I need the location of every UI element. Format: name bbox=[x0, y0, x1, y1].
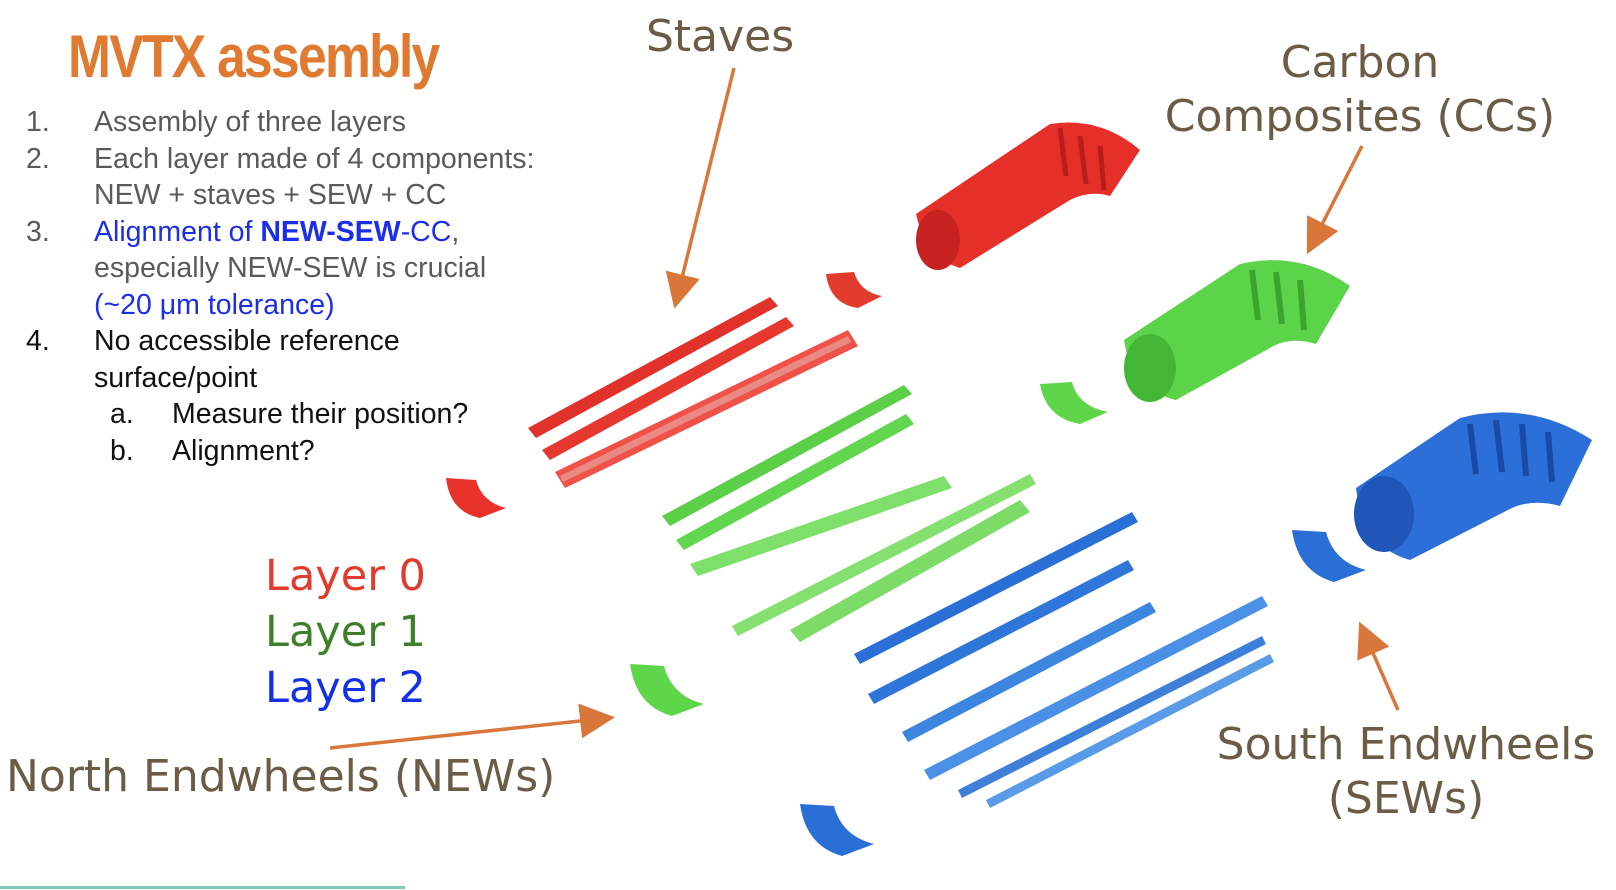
slide-title: MVTX assembly bbox=[68, 23, 440, 90]
list-text-tolerance: (~20 μm tolerance) bbox=[94, 288, 335, 321]
legend-layer-1: Layer 1 bbox=[265, 607, 426, 657]
sublist-letter: a. bbox=[110, 398, 134, 430]
layer-2-sew bbox=[1292, 530, 1366, 582]
bullet-list: 1. Assembly of three layers 2. Each laye… bbox=[26, 104, 546, 469]
list-text-new-sew: NEW-SEW bbox=[260, 215, 401, 248]
legend-layer-2: Layer 2 bbox=[265, 663, 426, 713]
layer-2-new bbox=[800, 804, 874, 856]
list-item: 2. Each layer made of 4 components: NEW … bbox=[26, 141, 546, 214]
list-item: 1. Assembly of three layers bbox=[26, 104, 546, 141]
carbon-composites-label-line2: Composites (CCs) bbox=[1164, 91, 1556, 142]
list-text-alignment: Alignment of bbox=[94, 215, 261, 248]
list-text-crucial: , especially NEW-SEW is crucial bbox=[94, 215, 487, 285]
sublist-item: b. Alignment? bbox=[26, 433, 546, 470]
sublist-text: Measure their position? bbox=[172, 398, 469, 430]
list-number: 4. bbox=[26, 325, 50, 357]
staves-label: Staves bbox=[646, 11, 795, 62]
sublist-text: Alignment? bbox=[172, 434, 315, 467]
layer-0-cc bbox=[916, 122, 1140, 270]
staves-arrow bbox=[665, 67, 736, 309]
sublist-letter: b. bbox=[110, 434, 134, 467]
layer-legend: Layer 0 Layer 1 Layer 2 bbox=[265, 548, 426, 716]
layer-2-cc bbox=[1354, 412, 1592, 560]
list-item: 3. Alignment of NEW-SEW-CC, especially N… bbox=[26, 214, 546, 324]
footer-divider bbox=[0, 886, 405, 889]
south-endwheels-label-line2: (SEWs) bbox=[1327, 773, 1485, 824]
list-number: 1. bbox=[26, 106, 50, 138]
list-text: Assembly of three layers bbox=[94, 106, 407, 138]
list-item: 4. No accessible reference surface/point bbox=[26, 323, 546, 396]
list-text-cc: -CC bbox=[400, 215, 452, 248]
north-endwheels-label: North Endwheels (NEWs) bbox=[6, 751, 556, 802]
carbon-composites-label: Carbon Composites (CCs) bbox=[1160, 36, 1560, 144]
layer-0-staves bbox=[528, 297, 858, 488]
layer-1-sew bbox=[1040, 382, 1108, 424]
south-endwheels-arrow bbox=[1357, 621, 1400, 711]
south-endwheels-label-line1: South Endwheels bbox=[1216, 719, 1596, 770]
layer-1-staves bbox=[662, 385, 1036, 642]
north-endwheels-arrow bbox=[329, 703, 615, 750]
layer-0-sew bbox=[826, 272, 882, 308]
list-text: No accessible reference surface/point bbox=[94, 325, 400, 394]
south-endwheels-label: South Endwheels (SEWs) bbox=[1206, 718, 1606, 826]
layer-0-new bbox=[446, 478, 506, 518]
layer-2-staves bbox=[854, 512, 1274, 808]
carbon-composites-label-line1: Carbon bbox=[1280, 37, 1440, 88]
layer-1-cc bbox=[1124, 260, 1350, 402]
sublist-item: a. Measure their position? bbox=[26, 396, 546, 433]
list-number: 2. bbox=[26, 142, 50, 175]
carbon-composites-arrow bbox=[1306, 145, 1364, 255]
legend-layer-0: Layer 0 bbox=[265, 551, 426, 601]
layer-1-new bbox=[630, 664, 704, 716]
list-text: Each layer made of 4 components: NEW + s… bbox=[94, 142, 535, 212]
list-number: 3. bbox=[26, 215, 50, 248]
